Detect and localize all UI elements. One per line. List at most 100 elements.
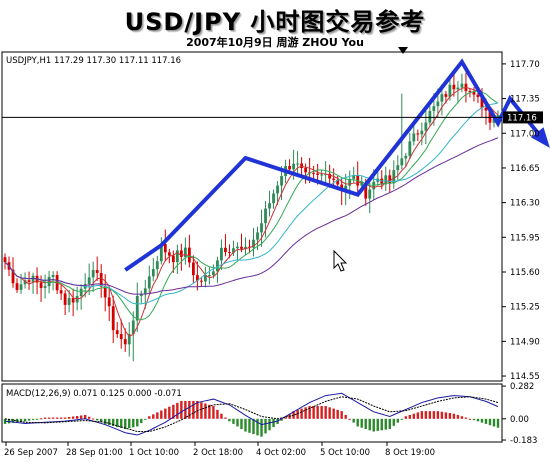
macd-bar [496, 418, 500, 428]
macd-tick-label: 0.282 [510, 382, 534, 392]
candle-body [147, 276, 151, 289]
candle-body [111, 306, 115, 331]
time-tick-label: 2 Oct 18:00 [193, 448, 243, 458]
candle-body [143, 288, 147, 295]
time-tick-label: 8 Oct 19:00 [385, 448, 435, 458]
macd-bar [476, 418, 480, 422]
price-tick-label: 117.70 [510, 60, 540, 70]
macd-bar [268, 418, 271, 431]
macd-tick-label: 0.00 [510, 415, 529, 425]
macd-bar [35, 418, 39, 420]
macd-bar [224, 417, 227, 419]
macd-bar [272, 418, 275, 428]
macd-bar [284, 417, 287, 419]
price-tick-label: 117.35 [510, 95, 540, 105]
candle-body [272, 193, 275, 204]
candle-body [304, 167, 308, 173]
macd-bar [456, 414, 460, 419]
macd-bar [116, 418, 119, 427]
macd-bar [408, 414, 412, 419]
macd-bar [444, 412, 448, 419]
macd-lines [4, 392, 499, 436]
candle-body [15, 283, 19, 290]
macd-bar [168, 406, 171, 419]
candle-body [224, 247, 227, 253]
macd-bar [71, 416, 75, 419]
macd-bar [472, 418, 476, 421]
candle-body [51, 275, 55, 277]
macd-bar [172, 404, 175, 419]
macd-bar [51, 417, 55, 419]
macd-bar [212, 406, 215, 419]
candle-body [468, 91, 472, 93]
candle-body [332, 178, 336, 180]
macd-bar [164, 408, 167, 419]
candle-body [3, 257, 7, 263]
macd-header: MACD(12,26,9) 0.071 0.125 0.000 -0.071 [6, 389, 182, 399]
ma-line [4, 137, 499, 295]
candle-body [480, 96, 484, 108]
chart-title: USD/JPY 小时图交易参考 [124, 8, 426, 36]
candle-body [11, 269, 15, 284]
macd-bar [428, 411, 432, 419]
macd-bar [312, 406, 315, 419]
macd-bar [304, 407, 307, 419]
candle-body [404, 155, 408, 159]
macd-bar [344, 414, 347, 419]
macd-bar [356, 418, 359, 427]
macd-bar [176, 402, 179, 419]
macd-bar [328, 407, 331, 419]
period-marker-triangle [398, 47, 408, 54]
candle-body [352, 175, 356, 179]
candle-body [428, 110, 432, 123]
candle-body [199, 280, 203, 282]
macd-bar [368, 418, 371, 431]
candle-body [167, 252, 171, 256]
macd-bar [188, 400, 191, 419]
candle-body [408, 141, 412, 156]
macd-bar [324, 406, 327, 419]
candle-body [488, 110, 492, 123]
macd-bar [376, 418, 379, 431]
macd-bar [236, 418, 239, 427]
candle-body [204, 275, 207, 282]
macd-bar [120, 418, 123, 428]
candle-body [71, 298, 75, 303]
macd-bar [148, 416, 151, 419]
candle-body [43, 286, 47, 288]
candle-body [380, 178, 384, 185]
candle-body [256, 232, 259, 240]
candle-body [280, 176, 283, 186]
candle-body [252, 239, 255, 248]
macd-bar [416, 412, 420, 419]
price-tick-label: 117.00 [510, 129, 540, 139]
candle-body [276, 185, 279, 194]
macd-bar [384, 418, 387, 430]
candle-body [400, 158, 404, 166]
macd-bar [424, 411, 428, 419]
candle-body [79, 288, 83, 297]
candle-body [175, 250, 179, 263]
candle-body [107, 297, 111, 307]
ma-line [4, 102, 499, 305]
time-tick-label: 4 Oct 02:00 [256, 448, 306, 458]
macd-bar [192, 400, 195, 419]
candle-body [456, 87, 460, 90]
candle-body [23, 280, 27, 285]
candle-body [348, 178, 352, 186]
candle-body [55, 275, 59, 291]
candle-body [27, 280, 31, 282]
candle-body [139, 294, 143, 296]
macd-bar [484, 418, 488, 424]
macd-bar [320, 406, 323, 419]
candle-body [460, 83, 464, 88]
macd-bar [83, 414, 87, 419]
candle-body [95, 270, 99, 274]
macd-bar [196, 400, 199, 419]
candle-body [392, 170, 396, 184]
current-price-label: 117.16 [507, 113, 537, 123]
candle-body [360, 182, 364, 186]
candle-body [288, 166, 291, 170]
macd-bar [420, 411, 424, 419]
